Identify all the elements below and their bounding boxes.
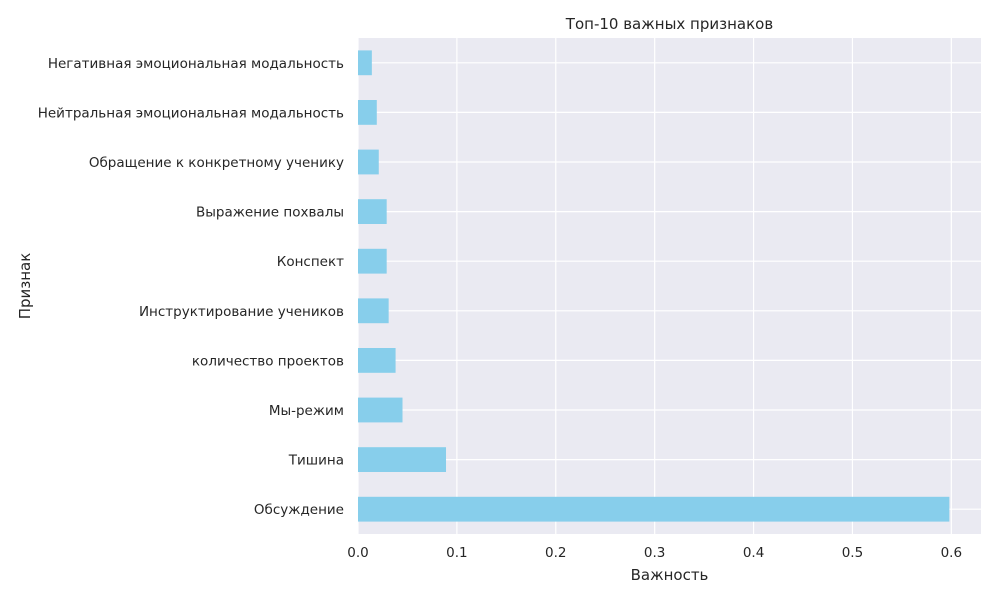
y-tick-label: Мы-режим [269,403,344,419]
y-tick-label: Выражение похвалы [196,205,344,221]
chart-title: Топ-10 важных признаков [565,15,773,33]
x-tick-label: 0.6 [941,545,962,561]
bar [358,348,396,373]
x-tick-label: 0.0 [347,545,368,561]
bar [358,248,387,274]
y-tick-label: Конспект [277,254,344,270]
y-tick-label: Нейтральная эмоциональная модальность [38,105,344,121]
plot-area [358,38,981,534]
y-tick-label: Тишина [288,453,344,469]
y-tick-labels: Обсуждение Тишина Мы-режим количество проек… [38,56,344,518]
bar [358,50,372,76]
bar [358,298,389,324]
x-tick-label: 0.4 [743,545,764,561]
bar [358,397,403,423]
x-tick-label: 0.5 [842,545,863,561]
y-axis-title: Признак [16,253,34,320]
x-tick-labels: 0.0 0.1 0.2 0.3 0.4 0.5 0.6 [347,545,962,561]
x-tick-label: 0.1 [446,545,467,561]
x-tick-label: 0.3 [644,545,665,561]
x-tick-label: 0.2 [545,545,566,561]
bars [358,50,950,522]
y-tick-label: количество проектов [192,353,344,369]
y-tick-label: Инструктирование учеников [139,304,344,320]
bar [358,100,377,125]
bar [358,496,950,522]
bar [358,447,447,472]
bar [358,149,379,175]
bar [358,199,387,224]
x-axis-title: Важность [631,566,709,584]
y-tick-label: Негативная эмоциональная модальность [48,56,344,72]
y-tick-label: Обсуждение [254,502,344,518]
y-tick-label: Обращение к конкретному ученику [89,155,344,171]
